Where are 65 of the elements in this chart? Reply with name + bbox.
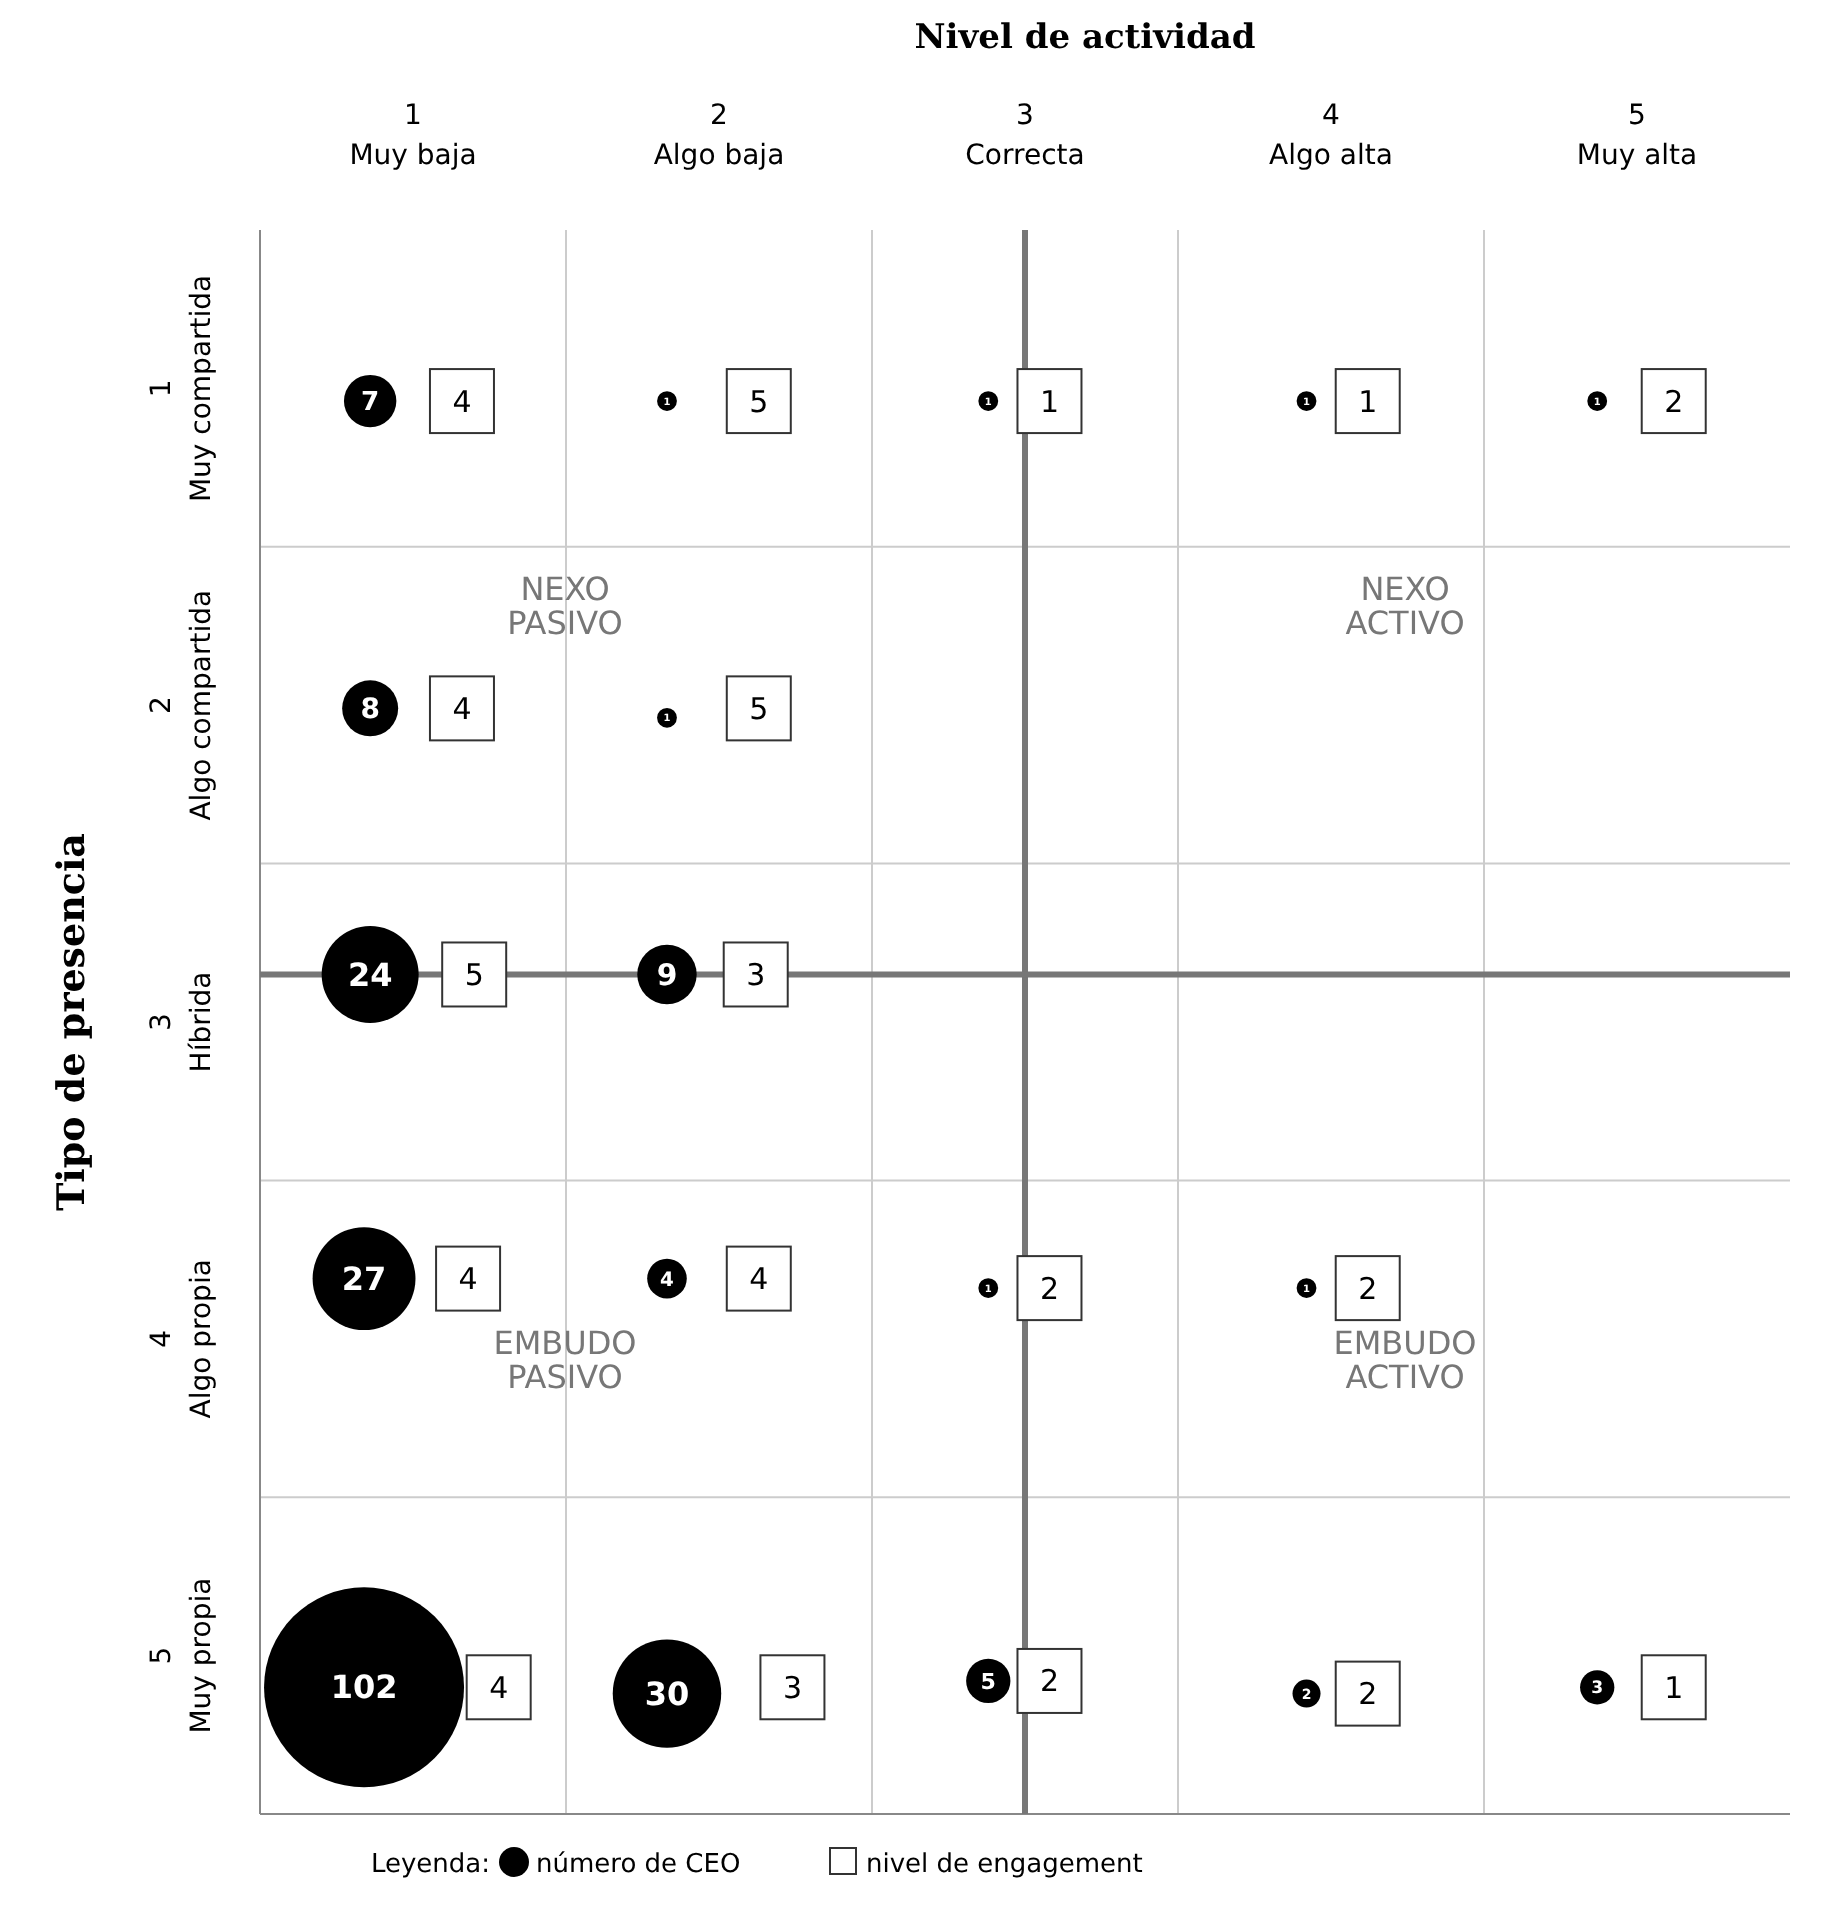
point	[1334, 368, 1401, 435]
annotation: 1	[1039, 383, 1060, 420]
legend-label: nivel de engagement	[866, 1850, 1143, 1880]
x-tick-label: 2 Algo baja	[653, 100, 785, 172]
point	[1016, 1647, 1083, 1714]
annotation: 4	[452, 383, 472, 420]
annotation: 4	[489, 1669, 509, 1706]
point	[465, 1654, 532, 1721]
annotation: 2	[1358, 1270, 1378, 1307]
annotation: 5	[749, 383, 769, 420]
annotation: 1	[1358, 383, 1378, 420]
point	[441, 941, 508, 1008]
point	[1016, 368, 1083, 435]
annotation: 3	[782, 1669, 802, 1706]
x-tick-label: 4 Algo alta	[1269, 100, 1393, 172]
data-label: 5	[980, 1668, 996, 1695]
y-tick-label: 2 Algo compartida	[146, 589, 218, 821]
annotation: 2	[1664, 383, 1684, 420]
point	[428, 675, 495, 742]
point	[1334, 1255, 1401, 1322]
data-label: 30	[644, 1674, 690, 1713]
point	[428, 368, 495, 435]
data-label: 27	[341, 1259, 387, 1298]
point	[725, 675, 792, 742]
point	[759, 1654, 826, 1721]
annotation: 4	[452, 690, 472, 727]
point	[1640, 1654, 1707, 1721]
x-axis-title: Nivel de actividad	[914, 18, 1256, 58]
annotation: 5	[464, 956, 484, 993]
data-label: 102	[330, 1668, 398, 1707]
point	[1640, 368, 1707, 435]
point	[725, 1245, 792, 1312]
point	[1016, 1255, 1083, 1322]
annotation: 2	[1039, 1663, 1060, 1700]
data-label: 9	[656, 956, 678, 993]
x-tick-label: 3 Correcta	[965, 100, 1085, 172]
y-tick-label: 3 Híbrida	[146, 971, 218, 1073]
annotation: NEXO PASIVO	[507, 570, 623, 642]
y-tick-label: 5 Muy propia	[146, 1577, 218, 1734]
data-label: 3	[1591, 1679, 1604, 1700]
legend-title: Leyenda:	[370, 1850, 490, 1880]
legend-label: número de CEO	[536, 1850, 741, 1880]
data-label: 8	[360, 694, 380, 727]
point	[1334, 1660, 1401, 1727]
y-tick-label: 1 Muy compartida	[146, 274, 218, 503]
data-label: 4	[660, 1269, 675, 1292]
x-tick-label: 5 Muy alta	[1576, 100, 1698, 172]
point	[435, 1245, 502, 1312]
annotation: 2	[1039, 1270, 1060, 1307]
annotation: 2	[1358, 1676, 1378, 1713]
annotation: 5	[749, 690, 769, 727]
annotation: 4	[749, 1261, 769, 1298]
y-tick-label: 4 Algo propia	[146, 1259, 218, 1419]
point	[722, 941, 789, 1008]
annotation: 4	[458, 1261, 478, 1298]
point	[725, 368, 792, 435]
annotation: NEXO ACTIVO	[1345, 570, 1465, 642]
data-label: 7	[361, 388, 380, 419]
annotation: EMBUDO ACTIVO	[1333, 1324, 1477, 1397]
y-axis-title: Tipo de presencia	[50, 833, 94, 1211]
annotation: 3	[746, 956, 766, 993]
annotation: 1	[1664, 1669, 1684, 1706]
data-label: 24	[347, 955, 393, 994]
annotation: EMBUDO PASIVO	[493, 1324, 637, 1397]
x-tick-label: 1 Muy baja	[349, 100, 477, 172]
